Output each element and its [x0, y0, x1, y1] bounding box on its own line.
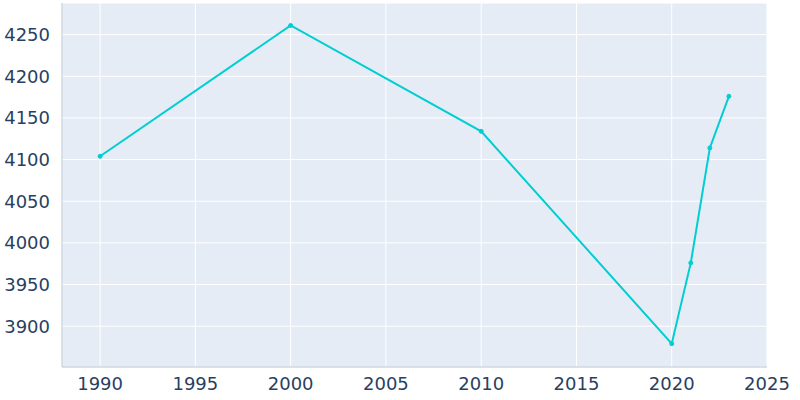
- svg-text:4200: 4200: [8, 66, 50, 87]
- svg-text:4250: 4250: [8, 24, 50, 45]
- svg-text:2010: 2010: [458, 373, 504, 394]
- svg-text:2020: 2020: [649, 373, 695, 394]
- svg-text:1990: 1990: [77, 373, 123, 394]
- svg-text:4100: 4100: [8, 149, 50, 170]
- svg-text:2000: 2000: [268, 373, 314, 394]
- svg-text:4150: 4150: [8, 107, 50, 128]
- svg-text:2025: 2025: [744, 373, 790, 394]
- svg-text:3900: 3900: [8, 316, 50, 337]
- svg-text:4050: 4050: [8, 191, 50, 212]
- svg-text:1995: 1995: [172, 373, 218, 394]
- svg-text:2015: 2015: [554, 373, 600, 394]
- svg-text:4000: 4000: [8, 232, 50, 253]
- svg-text:3950: 3950: [8, 274, 50, 295]
- svg-text:2005: 2005: [363, 373, 409, 394]
